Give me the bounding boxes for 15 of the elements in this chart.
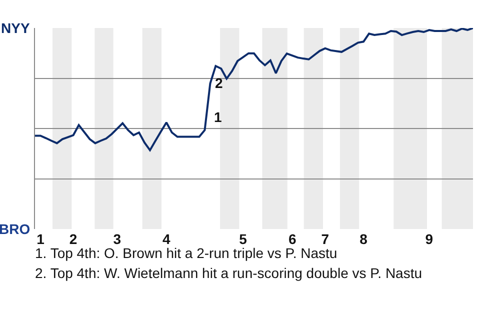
text: NYY [1, 20, 30, 36]
x-tick-label: 3 [113, 231, 122, 247]
x-tick-label: 7 [321, 231, 330, 247]
annotation: 2 [215, 75, 223, 91]
x-tick-label: 6 [288, 231, 296, 247]
x-tick-label: 2 [69, 231, 78, 247]
x-tick-label: 5 [239, 231, 248, 247]
text: 2. Top 4th: W. Wietelmann hit a run-scoring double vs P. Nastu [35, 265, 422, 281]
text: 1. Top 4th: O. Brown hit a 2-run triple vs P. Nastu [35, 245, 338, 261]
annotation: 1 [214, 109, 222, 125]
x-tick-label: 8 [360, 231, 368, 247]
text: BRO [0, 221, 30, 237]
x-tick-label: 1 [36, 231, 45, 247]
x-tick-label: 4 [162, 231, 170, 247]
x-tick-label: 9 [425, 231, 434, 247]
